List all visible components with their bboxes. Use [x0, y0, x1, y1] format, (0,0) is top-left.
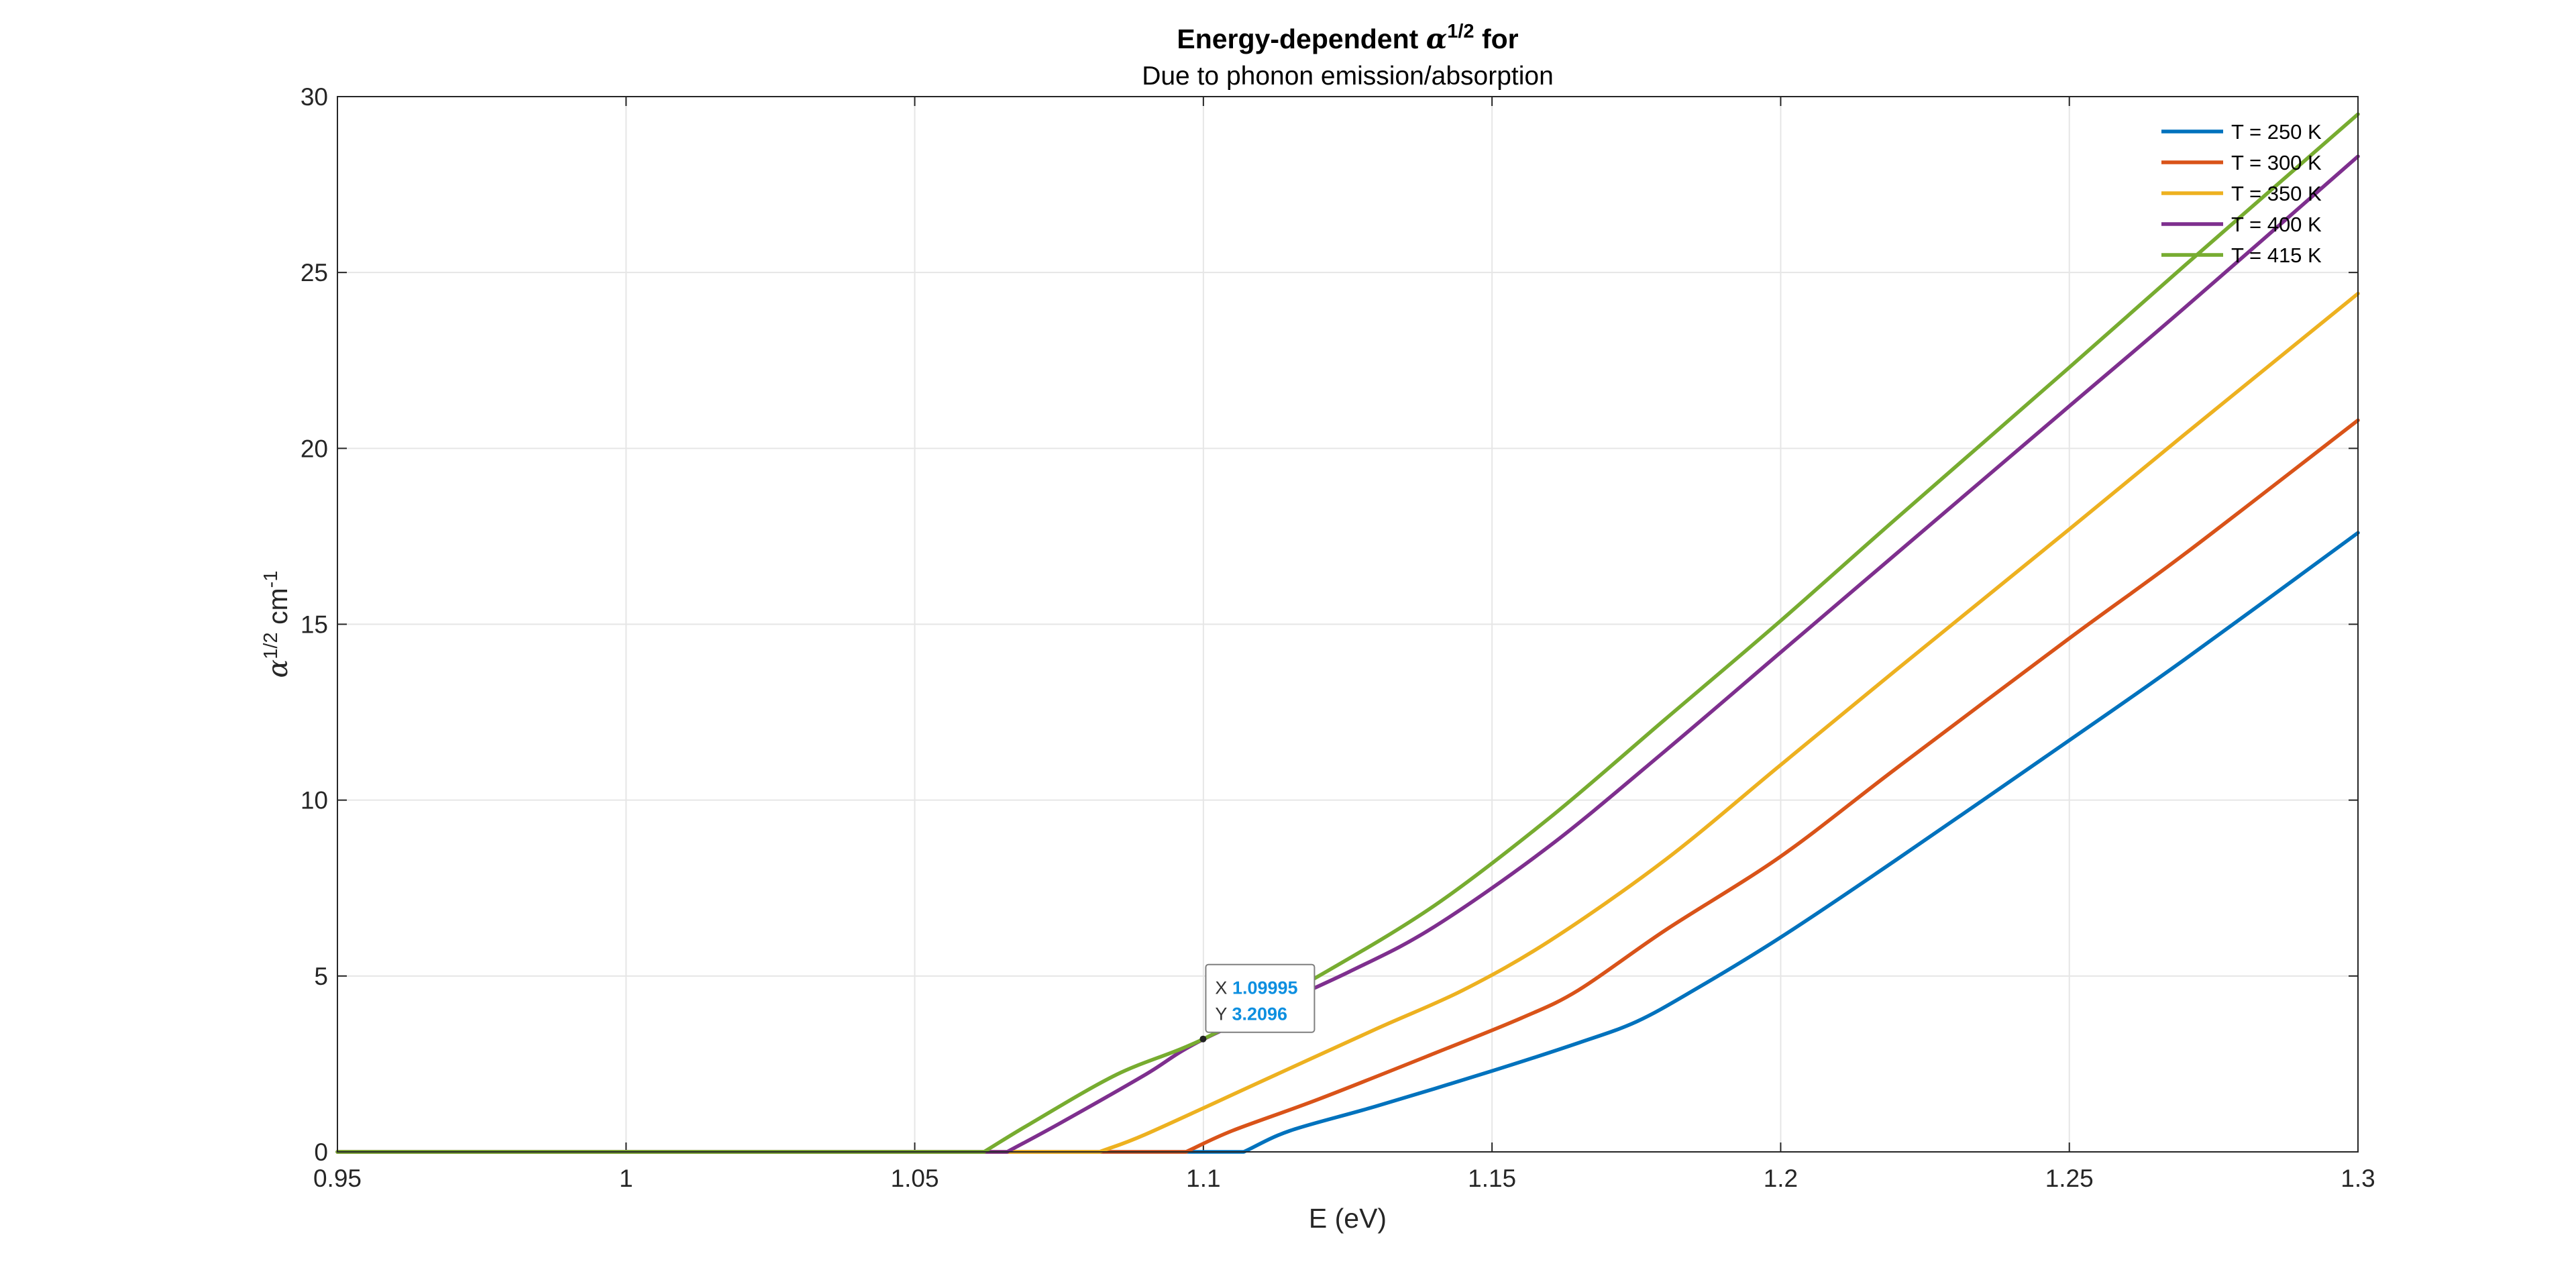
y-label-superscript: 1/2	[260, 632, 282, 659]
y-tick-label: 10	[301, 787, 328, 814]
x-tick-label: 1.2	[1764, 1165, 1798, 1192]
y-label-symbol: α	[262, 659, 294, 678]
data-tip-x-label: X	[1215, 978, 1227, 998]
title-suffix: for	[1474, 23, 1519, 54]
data-tip-marker[interactable]	[1199, 1035, 1207, 1043]
series-line-5[interactable]	[335, 112, 2360, 1154]
y-label-unit: cm	[262, 588, 293, 632]
x-axis-label: E (eV)	[1309, 1203, 1387, 1234]
data-tip[interactable]: X 1.09995 Y 3.2096	[1199, 963, 1316, 1043]
data-tip-y-label: Y	[1215, 1004, 1227, 1024]
legend-label: T = 400 K	[2231, 213, 2322, 236]
legend[interactable]: T = 250 K T = 300 K T = 350 K T = 400 K T = …	[2161, 120, 2322, 267]
data-tip-y-value: 3.2096	[1232, 1004, 1287, 1024]
x-tick-label: 1.1	[1186, 1165, 1220, 1192]
tick-label-layer: 0.95 1 1.05 1.1 1.15 1.2 1.25 1.3 0 5 10 15 20 25 30	[301, 83, 2375, 1192]
chart-title: Energy-dependent α1/2 for	[1177, 21, 1518, 55]
series-line-3[interactable]	[335, 291, 2360, 1154]
title-superscript: 1/2	[1447, 21, 1474, 42]
series-layer	[335, 112, 2360, 1154]
legend-label: T = 250 K	[2231, 120, 2322, 144]
y-label-unit-superscript: -1	[260, 571, 282, 588]
grid-layer	[337, 96, 2359, 1153]
data-tip-box	[1205, 963, 1316, 1033]
y-tick-label: 25	[301, 259, 328, 286]
axes-box	[337, 96, 2359, 1153]
data-tip-x-row: X 1.09995	[1215, 978, 1297, 998]
legend-item[interactable]: T = 250 K	[2161, 120, 2322, 144]
legend-item[interactable]: T = 300 K	[2161, 151, 2322, 174]
legend-item[interactable]: T = 415 K	[2161, 244, 2322, 267]
y-tick-label: 20	[301, 435, 328, 462]
series-line-4[interactable]	[335, 154, 2360, 1154]
legend-label: T = 415 K	[2231, 244, 2322, 267]
chart-subtitle: Due to phonon emission/absorption	[1142, 62, 1554, 91]
x-tick-label: 0.95	[313, 1165, 362, 1192]
y-tick-label: 0	[314, 1138, 328, 1166]
series-line-1[interactable]	[335, 531, 2360, 1154]
x-tick-label: 1	[619, 1165, 633, 1192]
y-axis-label: α1/2 cm-1	[260, 571, 294, 678]
data-tip-y-row: Y 3.2096	[1215, 1004, 1287, 1024]
x-tick-label: 1.05	[891, 1165, 939, 1192]
title-symbol: α	[1426, 23, 1448, 55]
y-tick-label: 30	[301, 83, 328, 111]
y-tick-label: 5	[314, 963, 328, 990]
title-prefix: Energy-dependent	[1177, 23, 1426, 54]
legend-item[interactable]: T = 350 K	[2161, 182, 2322, 205]
x-tick-label: 1.3	[2341, 1165, 2375, 1192]
y-tick-label: 15	[301, 611, 328, 639]
x-tick-label: 1.15	[1468, 1165, 1516, 1192]
legend-label: T = 350 K	[2231, 182, 2322, 205]
series-line-2[interactable]	[335, 418, 2360, 1154]
data-tip-x-value: 1.09995	[1232, 978, 1298, 998]
legend-label: T = 300 K	[2231, 151, 2322, 174]
legend-item[interactable]: T = 400 K	[2161, 213, 2322, 236]
x-tick-label: 1.25	[2045, 1165, 2094, 1192]
